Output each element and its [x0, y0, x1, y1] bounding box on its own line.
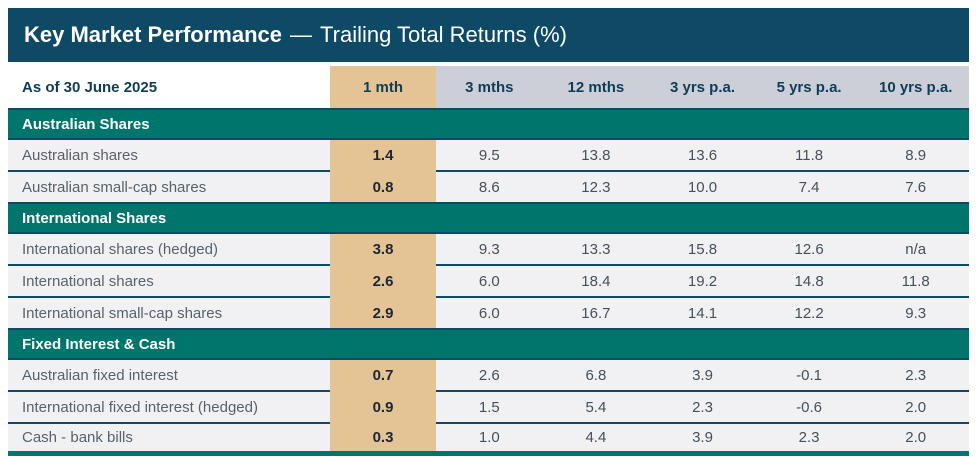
col-header-12mths: 12 mths [542, 66, 650, 108]
cell-3yrs: 14.1 [649, 298, 756, 328]
col-header-1mth: 1 mth [330, 66, 436, 108]
cell-3mths: 6.0 [436, 266, 543, 296]
cell-1mth: 1.4 [330, 140, 436, 170]
col-header-5yrs: 5 yrs p.a. [755, 66, 863, 108]
cell-1mth: 0.3 [330, 424, 436, 451]
cell-3mths: 9.5 [436, 140, 543, 170]
cell-12mths: 12.3 [542, 172, 650, 202]
col-header-3yrs: 3 yrs p.a. [649, 66, 756, 108]
cell-12mths: 18.4 [542, 266, 650, 296]
cell-1mth: 3.8 [330, 234, 436, 264]
row-label: Cash - bank bills [8, 424, 330, 451]
section-bottom-border [8, 232, 969, 234]
cell-5yrs: -0.1 [755, 360, 863, 390]
title-separator: — [290, 22, 313, 47]
cell-5yrs: 12.6 [755, 234, 863, 264]
title-bar: Key Market Performance — Trailing Total … [8, 8, 969, 62]
cell-10yrs: 11.8 [862, 266, 969, 296]
cell-10yrs: 7.6 [862, 172, 969, 202]
cell-1mth: 0.9 [330, 392, 436, 422]
cell-10yrs: 9.3 [862, 298, 969, 328]
cell-3yrs: 3.9 [649, 424, 756, 451]
section-bottom-border [8, 358, 969, 360]
cell-3yrs: 3.9 [649, 360, 756, 390]
section-title: International Shares [22, 209, 167, 227]
cell-3yrs: 15.8 [649, 234, 756, 264]
section-top-border [8, 202, 969, 204]
section-header-australian-shares: Australian Shares [8, 110, 969, 138]
table-row: Cash - bank bills 0.3 1.0 4.4 3.9 2.3 2.… [8, 424, 969, 451]
table-row: Australian shares 1.4 9.5 13.8 13.6 11.8… [8, 140, 969, 170]
cell-1mth: 2.6 [330, 266, 436, 296]
cell-12mths: 4.4 [542, 424, 650, 451]
section-bottom-border [8, 138, 969, 140]
cell-3mths: 1.0 [436, 424, 543, 451]
row-label: International shares [8, 266, 330, 296]
cell-10yrs: 2.0 [862, 392, 969, 422]
row-label: Australian fixed interest [8, 360, 330, 390]
table-row: International shares (hedged) 3.8 9.3 13… [8, 234, 969, 264]
cell-1mth: 2.9 [330, 298, 436, 328]
cell-3mths: 6.0 [436, 298, 543, 328]
cell-5yrs: 14.8 [755, 266, 863, 296]
cell-10yrs: n/a [862, 234, 969, 264]
row-label: International fixed interest (hedged) [8, 392, 330, 422]
row-label: International small-cap shares [8, 298, 330, 328]
cell-3yrs: 10.0 [649, 172, 756, 202]
cell-12mths: 13.3 [542, 234, 650, 264]
table-row: Australian small-cap shares 0.8 8.6 12.3… [8, 172, 969, 202]
row-label: Australian shares [8, 140, 330, 170]
cell-5yrs: 12.2 [755, 298, 863, 328]
cell-5yrs: 11.8 [755, 140, 863, 170]
section-top-border [8, 328, 969, 330]
table-row: International small-cap shares 2.9 6.0 1… [8, 298, 969, 328]
title-gap [8, 62, 969, 66]
row-label: International shares (hedged) [8, 234, 330, 264]
report-title: Key Market Performance [24, 22, 283, 47]
cell-12mths: 6.8 [542, 360, 650, 390]
cell-1mth: 0.8 [330, 172, 436, 202]
table-row: Australian fixed interest 0.7 2.6 6.8 3.… [8, 360, 969, 390]
cell-3yrs: 2.3 [649, 392, 756, 422]
as-of-label: As of 30 June 2025 [8, 66, 330, 108]
cell-10yrs: 2.3 [862, 360, 969, 390]
row-divider [8, 422, 969, 424]
cell-3mths: 1.5 [436, 392, 543, 422]
cell-1mth: 0.7 [330, 360, 436, 390]
cell-10yrs: 2.0 [862, 424, 969, 451]
section-header-international-shares: International Shares [8, 204, 969, 232]
cell-3mths: 8.6 [436, 172, 543, 202]
row-label: Australian small-cap shares [8, 172, 330, 202]
col-header-10yrs: 10 yrs p.a. [862, 66, 969, 108]
cell-3yrs: 13.6 [649, 140, 756, 170]
cell-5yrs: 2.3 [755, 424, 863, 451]
cell-3mths: 9.3 [436, 234, 543, 264]
section-title: Fixed Interest & Cash [22, 335, 176, 353]
table-bottom-bar [8, 451, 969, 456]
section-top-border [8, 108, 969, 110]
section-title: Australian Shares [22, 115, 150, 133]
cell-5yrs: -0.6 [755, 392, 863, 422]
row-divider [8, 390, 969, 392]
row-divider [8, 264, 969, 266]
cell-12mths: 13.8 [542, 140, 650, 170]
report-subtitle: Trailing Total Returns (%) [320, 22, 567, 47]
cell-12mths: 16.7 [542, 298, 650, 328]
table-row: International fixed interest (hedged) 0.… [8, 392, 969, 422]
section-header-fixed-interest-cash: Fixed Interest & Cash [8, 330, 969, 358]
row-divider [8, 170, 969, 172]
table-row: International shares 2.6 6.0 18.4 19.2 1… [8, 266, 969, 296]
col-header-3mths: 3 mths [436, 66, 543, 108]
column-header-row: As of 30 June 2025 1 mth 3 mths 12 mths … [8, 66, 969, 108]
cell-10yrs: 8.9 [862, 140, 969, 170]
cell-12mths: 5.4 [542, 392, 650, 422]
cell-3yrs: 19.2 [649, 266, 756, 296]
cell-5yrs: 7.4 [755, 172, 863, 202]
row-divider [8, 296, 969, 298]
cell-3mths: 2.6 [436, 360, 543, 390]
